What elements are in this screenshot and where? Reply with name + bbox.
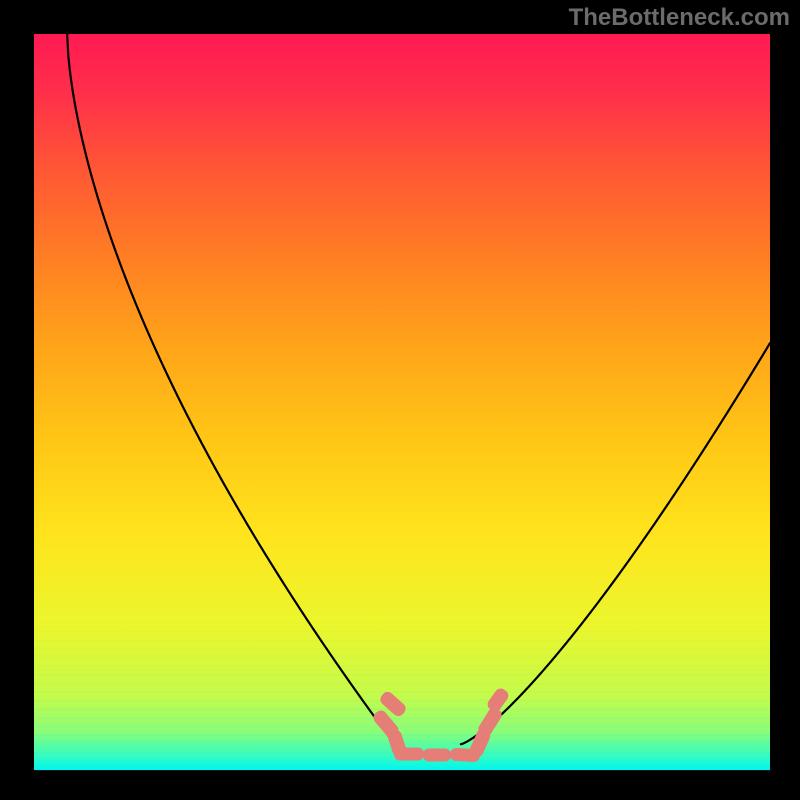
dash-mark [476,706,504,739]
dash-cluster [0,0,800,800]
dash-mark [423,749,451,762]
dash-mark [394,747,424,760]
watermark-text: TheBottleneck.com [569,4,790,32]
